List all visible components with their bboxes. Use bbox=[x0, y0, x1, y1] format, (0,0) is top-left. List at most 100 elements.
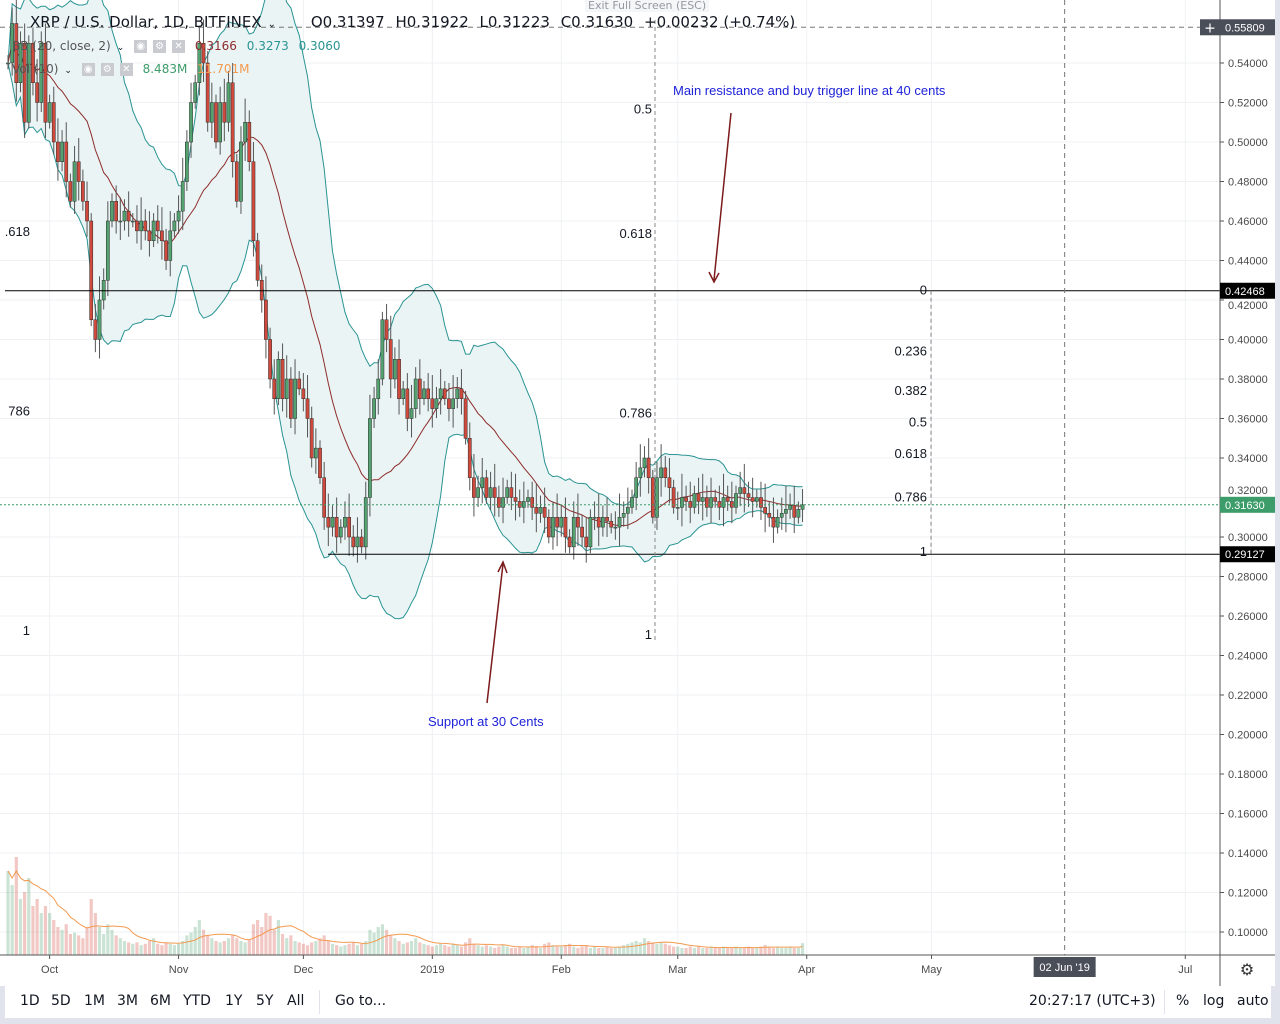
high-value: H0.31922 bbox=[395, 13, 469, 31]
volume-bar bbox=[139, 945, 143, 955]
volume-bar bbox=[692, 948, 696, 955]
price-chart[interactable]: 0.5 0.618 0.786 1 0 0.236 0.382 0.5 0.618 0.786 1.… bbox=[0, 0, 1280, 986]
candle-body bbox=[64, 141, 69, 182]
range-3m[interactable]: 3M bbox=[117, 993, 138, 1009]
range-ytd[interactable]: YTD bbox=[183, 993, 211, 1009]
volume-bar bbox=[713, 948, 717, 955]
volume-bar bbox=[680, 948, 684, 955]
candle-body bbox=[343, 517, 347, 528]
crosshair-date-label: 02 Jun '19 bbox=[1039, 962, 1089, 974]
close-icon[interactable]: ✕ bbox=[172, 40, 186, 53]
candle-body bbox=[447, 398, 451, 409]
candle-body bbox=[796, 509, 801, 518]
y-tick-label: 0.10000 bbox=[1228, 927, 1268, 939]
bb-label[interactable]: BB (20, close, 2) bbox=[12, 39, 111, 53]
percent-toggle[interactable]: % bbox=[1176, 993, 1190, 1009]
volume-bar bbox=[81, 938, 85, 955]
y-tick-label: 0.12000 bbox=[1228, 888, 1268, 900]
candle-body bbox=[322, 477, 327, 518]
candle-body bbox=[326, 517, 331, 528]
chevron-down-icon[interactable]: ⌄ bbox=[267, 19, 277, 30]
volume-bar bbox=[701, 948, 705, 955]
clock[interactable]: 20:27:17 (UTC+3) bbox=[1029, 993, 1156, 1009]
eye-icon[interactable]: ◉ bbox=[81, 63, 95, 76]
candle-body bbox=[422, 388, 426, 399]
chevron-down-icon[interactable]: ⌄ bbox=[116, 43, 125, 53]
volume-bar bbox=[85, 927, 89, 955]
candle-body bbox=[646, 457, 651, 478]
y-tick-label: 0.18000 bbox=[1228, 769, 1268, 781]
eye-icon[interactable]: ◉ bbox=[134, 40, 148, 53]
volume-bar bbox=[580, 946, 584, 955]
volume-bar bbox=[160, 945, 164, 955]
plus-icon[interactable]: + bbox=[1204, 20, 1216, 36]
volume-bar bbox=[588, 948, 592, 955]
volume-bar bbox=[56, 927, 60, 955]
volume-ma-line bbox=[7, 870, 803, 949]
symbol-title[interactable]: XRP / U.S. Dollar, 1D, BITFINEX bbox=[30, 13, 262, 31]
y-tick-label: 0.26000 bbox=[1228, 611, 1268, 623]
candle-body bbox=[567, 536, 572, 548]
range-1d[interactable]: 1D bbox=[20, 993, 40, 1009]
range-5d[interactable]: 5D bbox=[51, 993, 71, 1009]
candle-body bbox=[197, 43, 202, 83]
gear-icon[interactable]: ⚙ bbox=[100, 63, 114, 76]
range-5y[interactable]: 5Y bbox=[256, 993, 274, 1009]
candle-body bbox=[164, 240, 168, 261]
support-annotation[interactable]: Support at 30 Cents bbox=[428, 714, 544, 729]
volume-bar bbox=[576, 948, 580, 955]
x-tick-label: Jul bbox=[1178, 964, 1192, 976]
volume-bar bbox=[152, 938, 156, 955]
auto-toggle[interactable]: auto bbox=[1237, 993, 1269, 1009]
candle-body bbox=[451, 398, 455, 409]
candle-body bbox=[659, 467, 663, 478]
range-1y[interactable]: 1Y bbox=[225, 993, 243, 1009]
candle-body bbox=[160, 230, 164, 241]
add-button[interactable] bbox=[1200, 19, 1220, 36]
volume-bar bbox=[35, 899, 39, 955]
volume-bar bbox=[214, 941, 218, 955]
range-1m[interactable]: 1M bbox=[84, 993, 105, 1009]
log-toggle[interactable]: log bbox=[1203, 993, 1225, 1009]
candle-body bbox=[193, 82, 198, 103]
candle-body bbox=[742, 487, 747, 494]
candle-body bbox=[559, 517, 564, 528]
candle-body bbox=[650, 477, 655, 518]
chevron-down-icon[interactable]: ⌄ bbox=[64, 66, 72, 76]
y-tick-label: 0.48000 bbox=[1228, 177, 1268, 189]
volume-bar bbox=[788, 946, 792, 955]
candle-body bbox=[26, 43, 31, 123]
settings-gear-icon[interactable]: ⚙ bbox=[1240, 960, 1254, 979]
candle-body bbox=[89, 220, 94, 320]
volume-bar bbox=[176, 943, 181, 955]
candle-body bbox=[617, 517, 622, 528]
volume-bar bbox=[584, 945, 588, 955]
drawings[interactable]: 0.5 0.618 0.786 1 0 0.236 0.382 0.5 0.618 0.786 1.… bbox=[0, 0, 1220, 955]
range-6m[interactable]: 6M bbox=[150, 993, 171, 1009]
candle-body bbox=[580, 526, 584, 538]
y-tick-label: 0.14000 bbox=[1228, 848, 1268, 860]
volume-bar bbox=[480, 946, 484, 955]
vol-value: 8.483M bbox=[142, 62, 188, 76]
candle-body bbox=[97, 299, 102, 340]
candle-body bbox=[393, 359, 397, 380]
volume-bar bbox=[210, 938, 214, 955]
goto-button[interactable]: Go to... bbox=[335, 993, 387, 1009]
fib-level-label: 0 bbox=[920, 283, 927, 298]
gear-icon[interactable]: ⚙ bbox=[153, 40, 167, 53]
close-icon[interactable]: ✕ bbox=[119, 63, 133, 76]
arrowhead-icon bbox=[497, 560, 508, 574]
range-all[interactable]: All bbox=[287, 993, 305, 1009]
volume-bar bbox=[201, 929, 206, 955]
volume-legend: Vol (10) ⌄ ◉ ⚙ ✕ 8.483M 11.701M bbox=[12, 61, 256, 80]
candle-body bbox=[39, 43, 44, 103]
bb-lower-line bbox=[7, 62, 803, 620]
candle-body bbox=[563, 517, 568, 538]
resistance-annotation[interactable]: Main resistance and buy trigger line at … bbox=[673, 83, 946, 98]
volume-bar bbox=[730, 948, 734, 955]
fib-level-label: 0.5 bbox=[634, 101, 652, 116]
candle-body bbox=[684, 497, 688, 502]
vol-label[interactable]: Vol (10) bbox=[12, 62, 59, 76]
exit-fullscreen-hint[interactable]: Exit Full Screen (ESC) bbox=[585, 0, 710, 12]
candle-body bbox=[417, 378, 422, 399]
